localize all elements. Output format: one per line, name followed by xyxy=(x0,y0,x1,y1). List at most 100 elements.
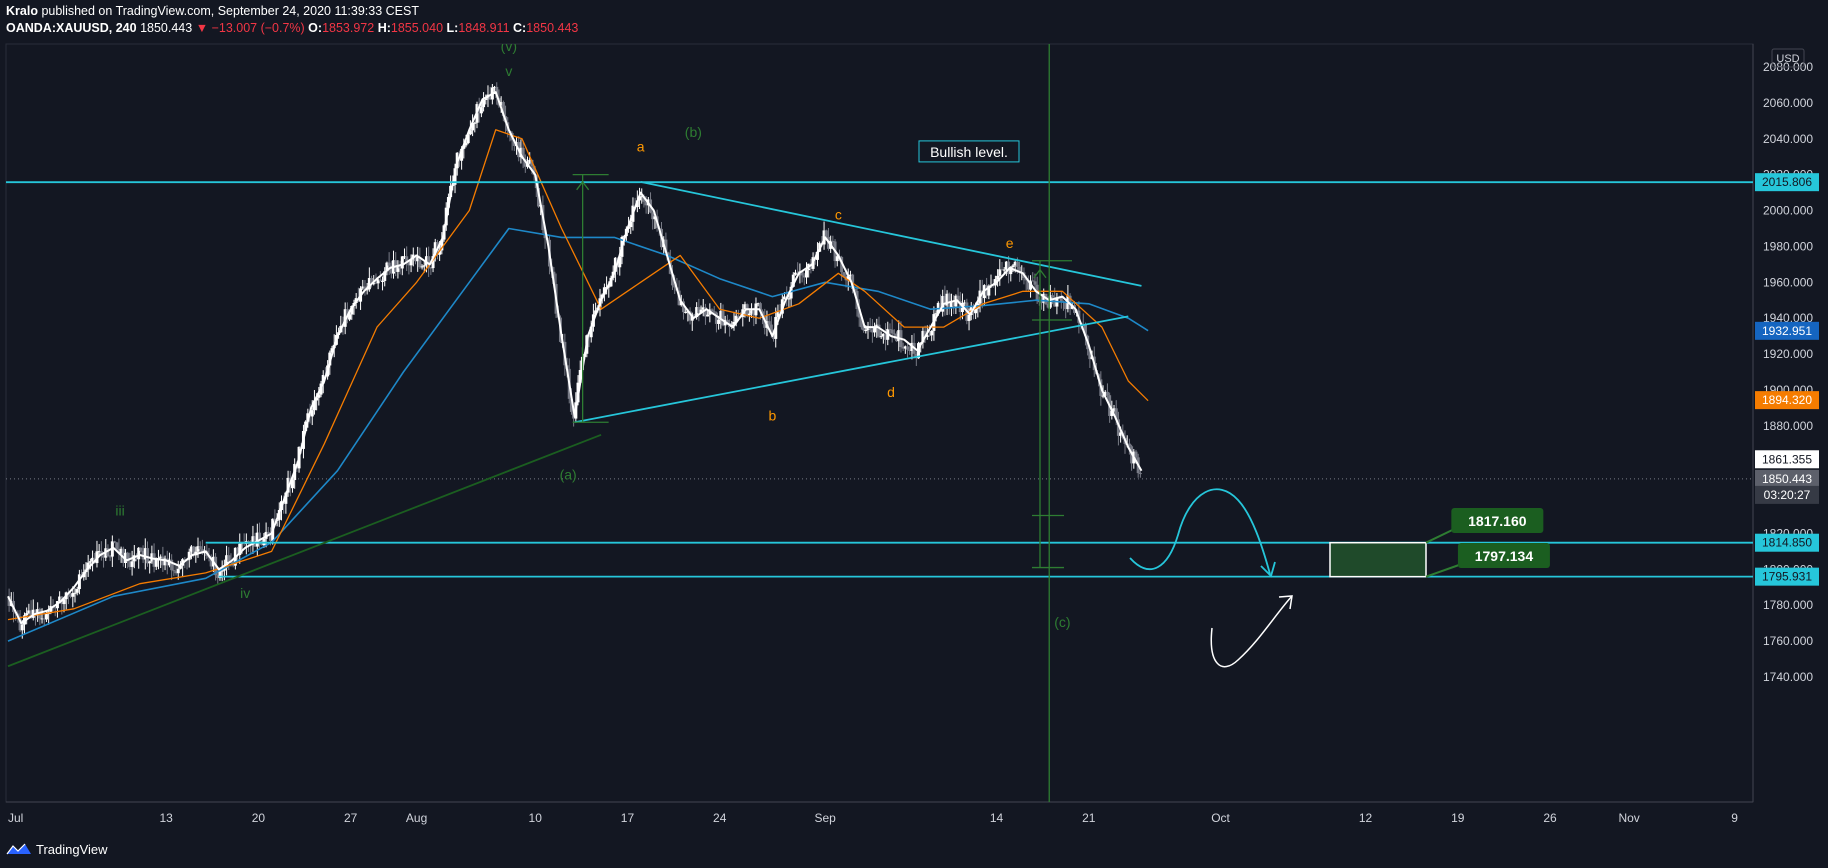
wave-label: (c) xyxy=(1054,614,1070,630)
candle-body xyxy=(1138,473,1142,475)
candle xyxy=(117,538,121,561)
candle xyxy=(367,267,371,292)
candle-body xyxy=(466,134,470,144)
candle-body xyxy=(699,309,703,314)
price-tag-box xyxy=(1755,485,1819,504)
candle-body xyxy=(460,148,464,161)
candle-body xyxy=(145,548,149,564)
price-tag: 1932.951 xyxy=(1755,321,1819,340)
candle-body xyxy=(789,286,793,299)
candle xyxy=(427,246,431,277)
candle-body xyxy=(787,298,791,300)
candle xyxy=(95,540,99,568)
author-name[interactable]: Kralo xyxy=(6,4,38,18)
candle-body xyxy=(73,592,77,594)
candle xyxy=(407,261,411,275)
long-trendline xyxy=(7,433,602,668)
candle-body xyxy=(736,315,740,317)
recovery-path xyxy=(1210,595,1293,668)
candle-body xyxy=(908,349,912,351)
candle-body xyxy=(387,262,391,266)
candle-body xyxy=(115,542,119,549)
candle xyxy=(870,318,874,343)
candle-body xyxy=(670,273,674,286)
candle-body xyxy=(1015,261,1019,267)
candle-body xyxy=(528,159,532,164)
time-tick-label: 17 xyxy=(621,811,635,825)
candle-body xyxy=(1000,269,1004,271)
candle-body xyxy=(255,532,259,547)
candle-body xyxy=(152,553,156,567)
candle-body xyxy=(385,262,389,272)
candle-body xyxy=(697,307,701,314)
candle-body xyxy=(952,301,956,307)
candle-body xyxy=(361,286,365,289)
measure-arrow-c xyxy=(1033,268,1047,279)
price-tag-box xyxy=(1755,469,1819,488)
candle xyxy=(701,298,705,317)
candle xyxy=(897,320,901,352)
symbol-name[interactable]: OANDA:XAUUSD, 240 xyxy=(6,21,137,35)
candle-body xyxy=(398,265,402,269)
candle-body xyxy=(148,561,152,564)
price-tag-value: 1814.850 xyxy=(1762,536,1812,550)
candle xyxy=(640,188,644,204)
candle xyxy=(501,100,505,122)
candle xyxy=(163,555,167,571)
recovery-arrow-head xyxy=(1278,595,1293,610)
candle xyxy=(1004,261,1008,276)
candle xyxy=(372,275,376,286)
candle xyxy=(802,273,806,286)
candle xyxy=(225,545,229,576)
price-tag: 1861.355 xyxy=(1755,450,1819,469)
low-label: L: xyxy=(446,21,459,35)
wave-label: d xyxy=(887,384,895,400)
projection-arrow-head xyxy=(1260,561,1276,578)
published-text: published on TradingView.com, September … xyxy=(41,4,419,18)
candle xyxy=(952,295,956,315)
candle-body xyxy=(758,303,762,312)
candle-body xyxy=(921,330,925,343)
candle-body xyxy=(589,326,593,338)
candle-body xyxy=(1088,349,1092,360)
candle xyxy=(998,259,1002,286)
price-tag: 1795.931 xyxy=(1755,567,1819,586)
candle xyxy=(58,591,62,603)
candle-body xyxy=(998,269,1002,276)
candle xyxy=(165,550,169,575)
candle-body xyxy=(802,275,806,278)
candle-body xyxy=(903,346,907,349)
candle xyxy=(143,538,147,570)
price-tag-box xyxy=(1755,391,1819,410)
price-change: −13.007 (−0.7%) xyxy=(211,21,305,35)
footer-brand[interactable]: TradingView xyxy=(6,841,108,857)
candle-body xyxy=(374,282,378,284)
candle-body xyxy=(725,319,729,323)
candle xyxy=(176,560,180,580)
candle xyxy=(875,318,879,338)
candle-body xyxy=(743,304,747,310)
time-tick-label: Oct xyxy=(1211,811,1230,825)
candle-body xyxy=(473,122,477,124)
candle-body xyxy=(756,303,760,305)
candle-body xyxy=(938,302,942,312)
candle-body xyxy=(985,285,989,296)
price-tick-label: 1920.000 xyxy=(1763,347,1813,361)
candle xyxy=(866,321,870,339)
candle xyxy=(99,541,103,561)
candles xyxy=(7,82,1142,639)
candle-body xyxy=(1101,395,1105,397)
candle-body xyxy=(431,256,435,269)
candle-body xyxy=(183,559,187,561)
candle-body xyxy=(618,256,622,268)
candle-body xyxy=(923,330,927,337)
candle xyxy=(422,261,426,273)
candle xyxy=(97,544,101,556)
candle-body xyxy=(468,130,472,135)
candle xyxy=(361,279,365,290)
candle-body xyxy=(842,272,846,277)
candle-body xyxy=(734,315,738,322)
candle-body xyxy=(1013,261,1017,266)
candle xyxy=(473,121,477,133)
